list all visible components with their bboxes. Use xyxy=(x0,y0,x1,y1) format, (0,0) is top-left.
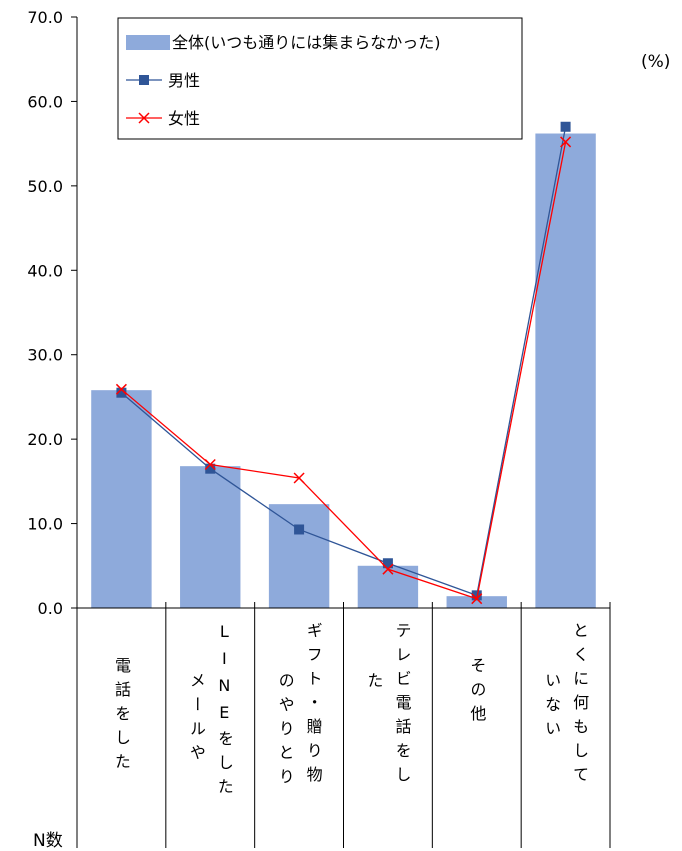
category-label-column: のやりとり xyxy=(275,672,295,792)
y-tick-label: 70.0 xyxy=(27,8,63,27)
category-label-column: メールや xyxy=(186,672,206,768)
legend-label: 女性 xyxy=(168,109,200,128)
category-label: テレビ電話をした xyxy=(345,622,431,847)
bar xyxy=(91,390,152,608)
y-tick-label: 50.0 xyxy=(27,177,63,196)
category-label: とくに何もして いない xyxy=(522,622,608,847)
legend-marker-square xyxy=(139,75,149,85)
category-label-column: とくに何もして xyxy=(570,622,590,790)
legend-marker-x xyxy=(138,112,150,124)
point-x xyxy=(382,563,394,575)
point-square xyxy=(382,558,393,569)
category-label-column: その他 xyxy=(467,657,487,729)
point-x xyxy=(471,593,483,605)
series-line xyxy=(120,141,567,600)
point-square xyxy=(205,463,216,474)
category-label: その他 xyxy=(433,622,519,847)
point-square xyxy=(294,524,305,535)
point-square xyxy=(560,121,571,132)
y-tick-label: 40.0 xyxy=(27,261,63,280)
category-label-column: た xyxy=(364,672,384,696)
category-label-column: LINEをした xyxy=(214,622,234,802)
category-label-column: 電話をした xyxy=(112,657,131,777)
bar xyxy=(268,504,330,608)
point-x xyxy=(293,472,305,484)
y-tick-label: 60.0 xyxy=(27,92,63,111)
legend-label: 全体(いつも通りには集まらなかった) xyxy=(172,33,441,52)
y-tick-label: 30.0 xyxy=(27,346,63,365)
legend-label: 男性 xyxy=(168,71,200,90)
n-label: N数 xyxy=(33,831,63,851)
bar xyxy=(357,565,419,608)
bar xyxy=(535,133,596,609)
point-square xyxy=(116,387,127,398)
legend-swatch-bar xyxy=(126,35,170,50)
point-x xyxy=(115,383,127,395)
category-label-column: ギフト・贈り物 xyxy=(303,622,323,790)
bar xyxy=(180,466,241,608)
bar xyxy=(446,596,507,608)
legend-box xyxy=(117,17,523,140)
y-tick-label: 10.0 xyxy=(27,515,63,534)
y-tick-label: 0.0 xyxy=(38,599,63,618)
category-label: ギフト・贈り物 のやりとり xyxy=(256,622,342,847)
category-label-column: いない xyxy=(542,672,562,744)
category-label-column: テレビ電話をし xyxy=(392,622,412,790)
category-label: 電話をした xyxy=(78,622,164,847)
y-tick-label: 20.0 xyxy=(27,430,63,449)
unit-label: (%) xyxy=(641,52,671,72)
point-x xyxy=(560,136,572,148)
category-label: LINEをした メールや xyxy=(167,622,253,847)
point-x xyxy=(204,458,216,471)
series-line xyxy=(120,126,567,597)
